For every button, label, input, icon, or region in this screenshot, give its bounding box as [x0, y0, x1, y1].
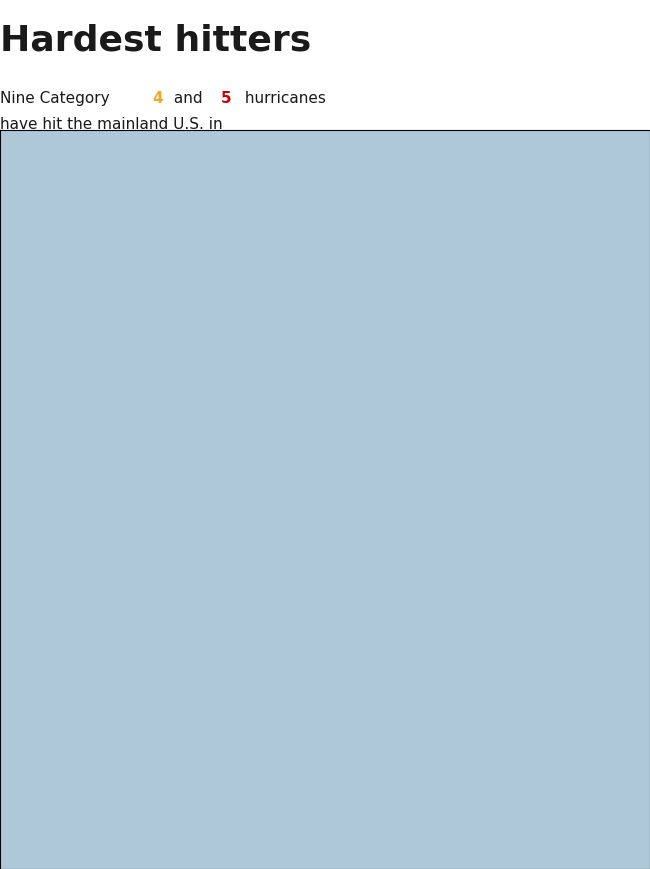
- Text: hurricanes: hurricanes: [240, 90, 326, 106]
- Text: and: and: [169, 90, 207, 106]
- Text: Nine Category: Nine Category: [0, 90, 114, 106]
- Text: the last 50 years—6 in the: the last 50 years—6 in the: [0, 144, 203, 159]
- Text: have hit the mainland U.S. in: have hit the mainland U.S. in: [0, 117, 222, 132]
- Text: Hardest hitters: Hardest hitters: [0, 23, 311, 57]
- Text: past 5 years: past 5 years: [0, 170, 95, 185]
- Text: 4: 4: [153, 90, 163, 106]
- Text: 5: 5: [221, 90, 231, 106]
